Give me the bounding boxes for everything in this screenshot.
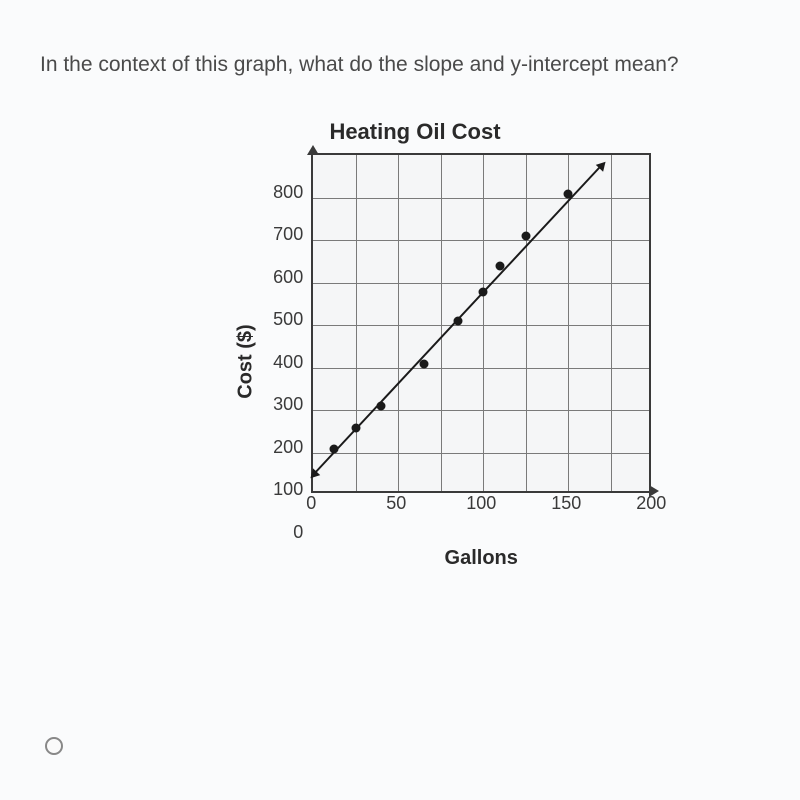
- grid-line-horizontal: [313, 198, 649, 199]
- grid-line-horizontal: [313, 325, 649, 326]
- y-axis-ticks: 800 700 600 500 400 300 200 100 0: [263, 192, 303, 532]
- plot-column: 050100150200 Gallons: [311, 153, 651, 570]
- page-container: In the context of this graph, what do th…: [0, 0, 800, 800]
- data-point: [351, 423, 360, 432]
- grid-line-horizontal: [313, 283, 649, 284]
- data-point: [479, 287, 488, 296]
- y-axis-label: Cost ($): [234, 325, 257, 399]
- grid-line-vertical: [483, 155, 484, 491]
- grid-line-horizontal: [313, 410, 649, 411]
- data-point: [419, 359, 428, 368]
- question-prompt: In the context of this graph, what do th…: [20, 20, 780, 119]
- y-axis-arrow-icon: [307, 145, 319, 155]
- grid-line-vertical: [441, 155, 442, 491]
- data-point: [521, 232, 530, 241]
- grid-line-vertical: [398, 155, 399, 491]
- x-axis-label: Gallons: [311, 547, 651, 570]
- grid-line-vertical: [611, 155, 612, 491]
- x-tick: 200: [636, 493, 666, 514]
- x-tick: 100: [466, 493, 496, 514]
- grid-line-horizontal: [313, 240, 649, 241]
- grid-line-vertical: [526, 155, 527, 491]
- x-axis-ticks: 050100150200: [311, 493, 651, 517]
- data-point: [377, 402, 386, 411]
- data-point: [496, 262, 505, 271]
- data-point: [329, 444, 338, 453]
- grid-line-horizontal: [313, 368, 649, 369]
- data-point: [453, 317, 462, 326]
- chart-wrapper: Heating Oil Cost Cost ($) 800 700 600 50…: [20, 119, 780, 570]
- x-tick: 150: [551, 493, 581, 514]
- plot-area: [311, 153, 651, 493]
- grid-line-horizontal: [313, 453, 649, 454]
- chart-title: Heating Oil Cost: [329, 119, 500, 145]
- grid-line-vertical: [356, 155, 357, 491]
- grid-line-vertical: [568, 155, 569, 491]
- answer-option-radio[interactable]: [45, 737, 63, 755]
- x-tick: 50: [386, 493, 406, 514]
- x-tick: 0: [306, 493, 316, 514]
- data-point: [564, 189, 573, 198]
- chart-area: Cost ($) 800 700 600 500 400 300 200 100…: [209, 153, 651, 570]
